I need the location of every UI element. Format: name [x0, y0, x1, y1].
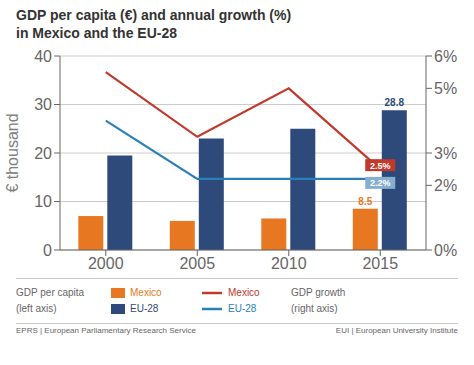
svg-text:2%: 2%: [434, 177, 457, 194]
svg-text:0: 0: [43, 242, 52, 259]
svg-text:3%: 3%: [434, 145, 457, 162]
svg-text:0%: 0%: [434, 242, 457, 259]
svg-text:30: 30: [34, 96, 52, 113]
svg-text:28.8: 28.8: [385, 97, 405, 108]
html-text:GDP growth: GDP growth: [291, 287, 346, 298]
html-text:EU-28: EU-28: [228, 303, 257, 314]
svg-text:2015: 2015: [362, 255, 398, 272]
svg-text:2010: 2010: [271, 255, 307, 272]
html-text:(left axis): (left axis): [16, 303, 57, 314]
html-text:EPRS | European Parliamentary: EPRS | European Parliamentary Research S…: [16, 326, 196, 335]
html-text:Mexico: Mexico: [228, 287, 260, 298]
svg-text:2.2%: 2.2%: [370, 178, 391, 188]
html-text:(right axis): (right axis): [291, 303, 338, 314]
svg-text:2000: 2000: [88, 255, 124, 272]
html-text:EU-28: EU-28: [130, 303, 159, 314]
html-text:EUI | European University Inst: EUI | European University Institute: [335, 326, 458, 335]
svg-text:8.5: 8.5: [358, 196, 372, 207]
svg-text:20: 20: [34, 145, 52, 162]
html-text:GDP per capita (€) and annual: GDP per capita (€) and annual growth (%): [16, 7, 292, 23]
svg-text:€ thousand: € thousand: [8, 113, 21, 192]
svg-text:40: 40: [34, 48, 52, 65]
svg-text:2.5%: 2.5%: [370, 161, 391, 171]
html-text:Mexico: Mexico: [130, 287, 162, 298]
html-text:GDP per capita: GDP per capita: [16, 287, 85, 298]
svg-text:5%: 5%: [434, 80, 457, 97]
svg-text:6%: 6%: [434, 48, 457, 65]
html-text:in Mexico and the EU-28: in Mexico and the EU-28: [16, 25, 177, 41]
svg-text:2005: 2005: [179, 255, 215, 272]
svg-text:10: 10: [34, 193, 52, 210]
